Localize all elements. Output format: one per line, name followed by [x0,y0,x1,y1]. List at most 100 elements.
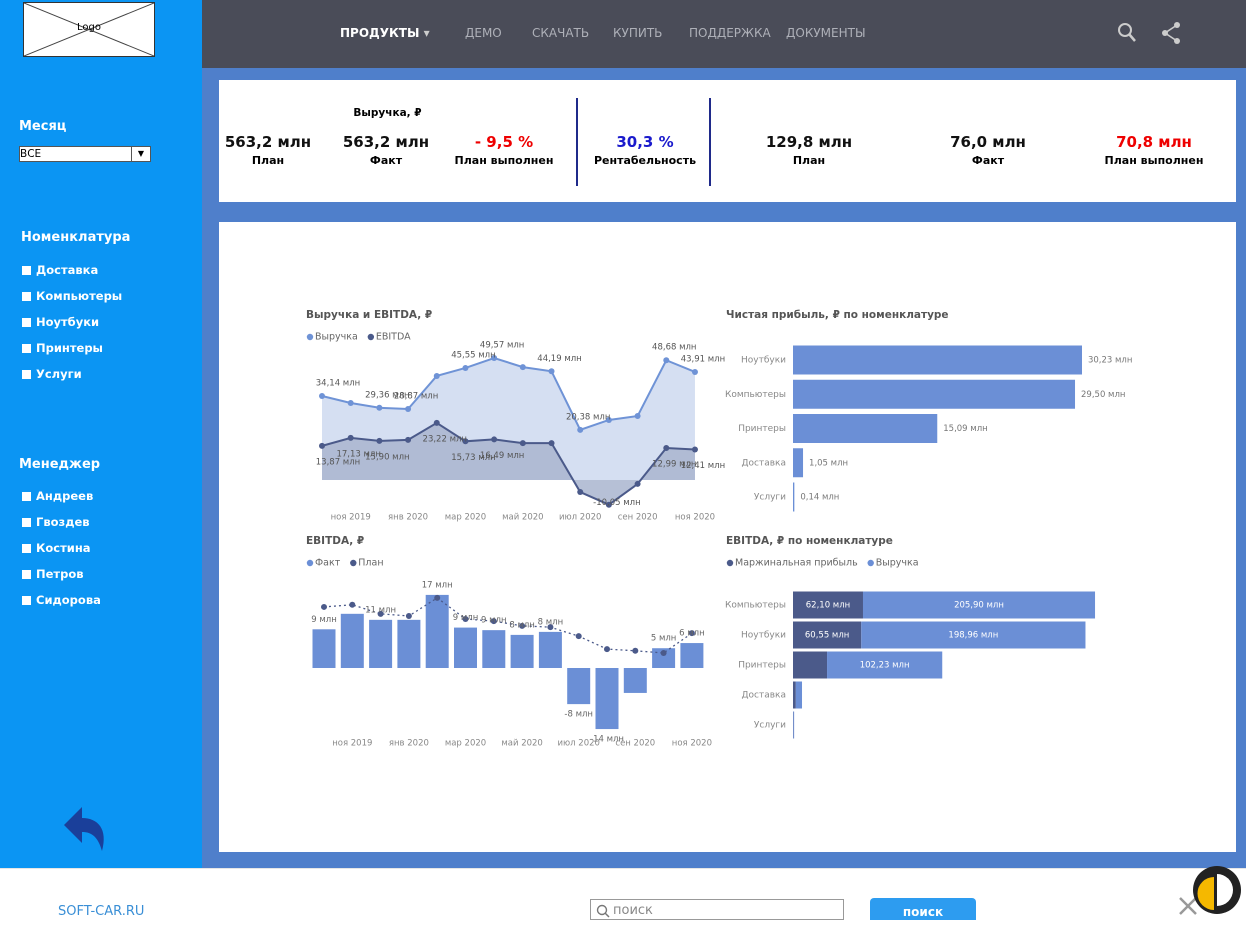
point [405,406,411,412]
x-tick-label: янв 2020 [389,739,429,749]
data-label: 29,50 млн [1081,390,1125,400]
data-label: 8 млн [538,617,564,627]
data-label: 9 млн [311,615,337,625]
x-tick-label: май 2020 [501,739,542,749]
data-label: 198,96 млн [948,631,998,641]
point [692,369,698,375]
point [663,357,669,363]
chart-title: EBITDA, ₽ [306,535,364,547]
x-tick-label: май 2020 [502,513,543,523]
data-label: -10,05 млн [593,498,641,508]
bar [793,414,937,443]
x-tick-label: ноя 2020 [672,739,712,749]
data-label: 15,90 млн [365,452,409,462]
x-tick-label: мар 2020 [445,513,486,523]
point [349,602,355,608]
y-tick-label: Компьютеры [725,390,786,400]
data-label: 45,55 млн [451,350,495,360]
bar-segment [793,682,796,709]
bar [793,483,794,512]
point [635,413,641,419]
point [604,646,610,652]
search-input[interactable]: поиск [590,899,844,920]
point [661,650,667,656]
x-tick-label: ноя 2019 [332,739,372,749]
x-tick-label: июл 2020 [557,739,599,749]
search-placeholder: поиск [613,903,653,918]
point [520,440,526,446]
point [549,440,555,446]
point [520,364,526,370]
point [663,445,669,451]
y-tick-label: Услуги [754,721,786,731]
data-label: 0,14 млн [800,493,839,503]
point [434,420,440,426]
point [577,489,583,495]
bar-segment [793,712,794,739]
y-tick-label: Доставка [742,458,787,468]
x-tick-label: сен 2020 [615,739,655,749]
point [348,435,354,441]
data-label: 17 млн [422,580,453,590]
data-label: 44,19 млн [537,354,581,364]
chart-title: EBITDA, ₽ по номенклатуре [726,535,893,547]
point [319,443,325,449]
point [405,437,411,443]
legend-marker [727,560,733,566]
point [319,393,325,399]
point [576,633,582,639]
point [376,438,382,444]
x-tick-label: мар 2020 [445,739,486,749]
x-tick-label: сен 2020 [618,513,658,523]
bar [482,630,505,668]
bar [596,668,619,729]
data-label: 49,57 млн [480,341,524,351]
bar [369,620,392,668]
data-label: 6 млн [679,629,705,639]
legend-marker [350,560,356,566]
data-label: 12,41 млн [681,461,725,471]
data-label: 60,55 млн [805,631,849,641]
legend-label: Выручка [876,558,919,569]
search-icon [596,904,610,918]
legend-label: Выручка [315,332,358,343]
footer-icons[interactable] [1176,864,1246,920]
bar-segment [793,652,827,679]
x-tick-label: ноя 2020 [675,513,715,523]
legend-marker [368,334,374,340]
bar [426,595,449,668]
y-tick-label: Ноутбуки [741,356,786,366]
point [462,365,468,371]
data-label: 102,23 млн [860,661,910,671]
bar [397,620,420,668]
bar [511,635,534,668]
site-name[interactable]: SOFT-CAR.RU [58,904,144,919]
point [632,648,638,654]
point [434,595,440,601]
data-label: 9 млн [453,613,479,623]
bar [793,380,1075,409]
bar [567,668,590,704]
data-label: 20,38 млн [566,412,610,422]
legend-marker [307,334,313,340]
point [692,446,698,452]
search-button[interactable]: поиск [870,898,976,920]
data-label: 34,14 млн [316,379,360,389]
data-label: 9 млн [481,616,507,626]
data-label: 48,68 млн [652,343,696,353]
legend-label: Факт [315,558,341,569]
point [491,436,497,442]
data-label: 28,87 млн [394,391,438,401]
y-tick-label: Услуги [754,493,786,503]
data-label: 16,49 млн [480,451,524,461]
data-label: 11 млн [365,605,396,615]
legend-label: Маржинальная прибыль [735,558,858,569]
y-tick-label: Ноутбуки [741,631,786,641]
chart-title: Выручка и EBITDA, ₽ [306,309,432,321]
bar-segment [796,682,802,709]
legend-label: План [358,558,383,569]
data-label: 1,05 млн [809,458,848,468]
x-tick-label: ноя 2019 [331,513,371,523]
